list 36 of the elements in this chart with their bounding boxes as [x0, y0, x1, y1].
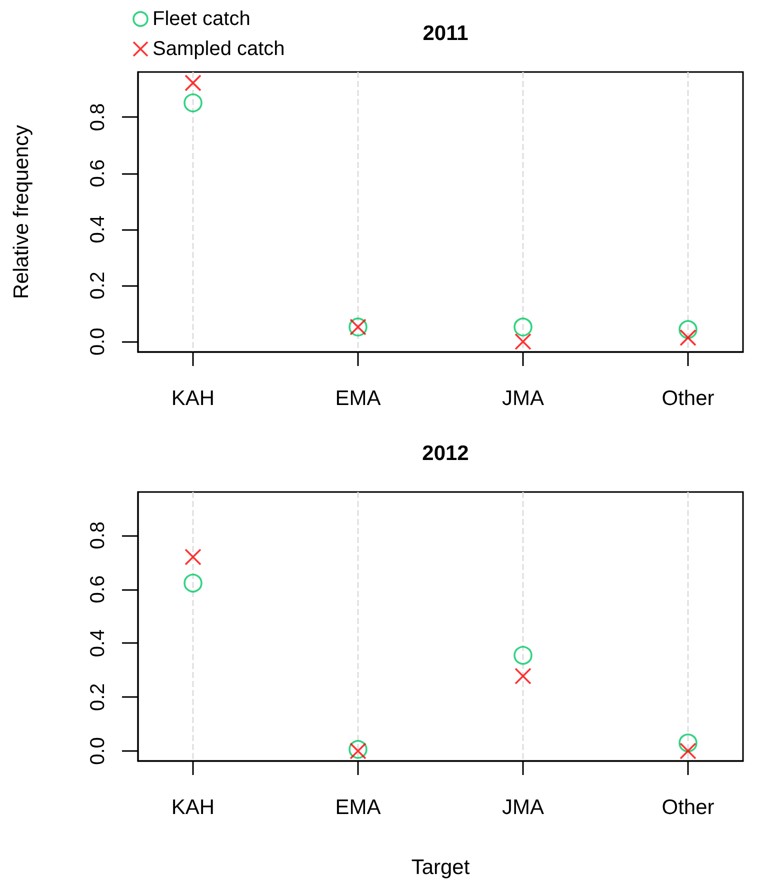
- chart-title: 2011: [422, 22, 469, 45]
- y-tick-label: 0.6: [87, 575, 109, 604]
- y-tick-label: 0.4: [87, 215, 109, 244]
- y-tick-label: 0.0: [87, 328, 109, 356]
- point: [184, 574, 202, 592]
- y-tick-label: 0.0: [87, 737, 109, 765]
- point: [514, 333, 532, 350]
- point: [514, 668, 532, 684]
- point: [680, 329, 696, 346]
- legend-label: Sampled catch: [152, 38, 285, 60]
- y-axis-title: Relative frequency: [10, 124, 33, 299]
- y-tick-label: 0.6: [87, 159, 109, 188]
- y-tick-label: 0.8: [87, 521, 109, 550]
- point: [184, 74, 202, 92]
- y-tick-label: 0.4: [87, 629, 109, 658]
- x-tick-label: EMA: [335, 796, 381, 819]
- point: [184, 93, 202, 112]
- x-axis-title: Target: [411, 856, 470, 879]
- point: [184, 548, 202, 566]
- point: [678, 734, 698, 752]
- x-tick-label: Other: [662, 387, 714, 410]
- x-tick-label: EMA: [335, 387, 381, 410]
- y-tick-label: 0.2: [87, 272, 109, 300]
- x-tick-label: JMA: [502, 796, 544, 819]
- x-tick-label: Other: [662, 796, 714, 819]
- point: [514, 646, 532, 665]
- y-tick-label: 0.2: [87, 683, 109, 712]
- point: [514, 318, 532, 336]
- point: [678, 320, 698, 339]
- legend-label: Fleet catch: [152, 8, 250, 30]
- x-tick-label: JMA: [502, 387, 544, 410]
- y-tick-label: 0.8: [87, 103, 109, 132]
- x-tick-label: KAH: [171, 796, 215, 819]
- point: [680, 742, 696, 760]
- chart-title: 2012: [422, 442, 469, 465]
- x-tick-label: KAH: [171, 387, 215, 410]
